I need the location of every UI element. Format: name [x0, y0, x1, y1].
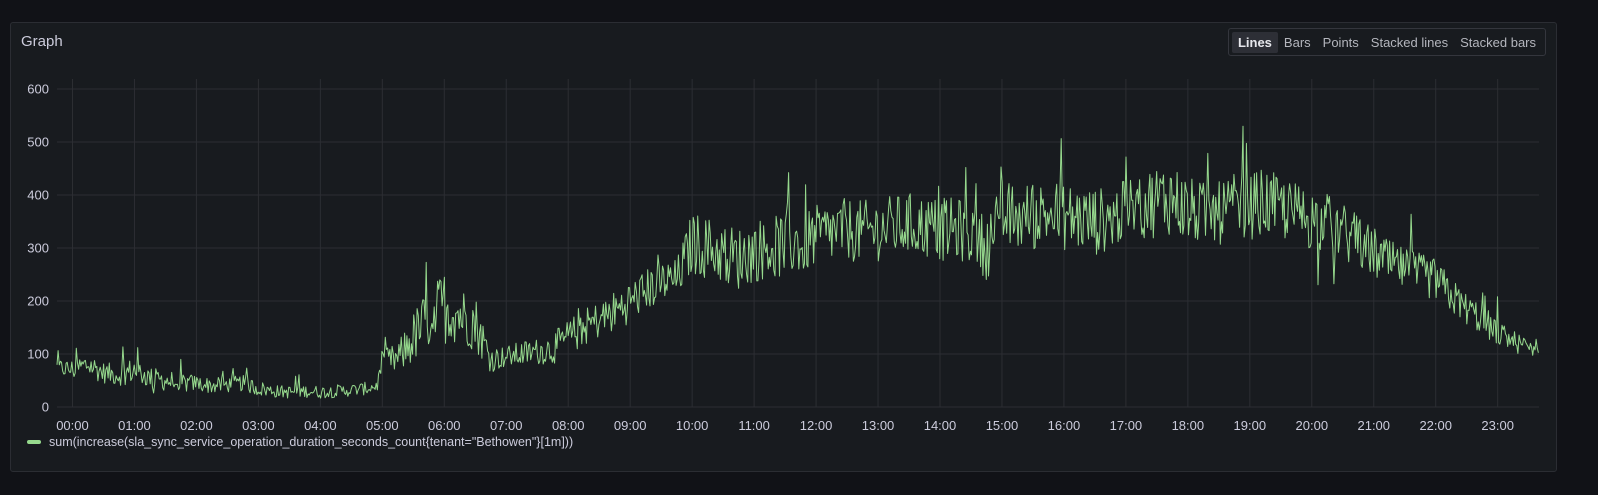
graph-panel: Graph Lines Bars Points Stacked lines St…: [10, 22, 1557, 472]
y-tick-label: 600: [27, 82, 49, 97]
mode-bars-button[interactable]: Bars: [1283, 34, 1311, 50]
x-tick-label: 01:00: [118, 418, 151, 433]
x-tick-label: 08:00: [552, 418, 585, 433]
mode-points-button[interactable]: Points: [1322, 34, 1359, 50]
x-tick-label: 11:00: [738, 418, 770, 433]
y-tick-label: 300: [27, 241, 49, 256]
y-tick-label: 0: [42, 400, 49, 415]
x-tick-label: 19:00: [1234, 418, 1267, 433]
x-tick-label: 16:00: [1048, 418, 1081, 433]
x-tick-label: 17:00: [1110, 418, 1143, 433]
x-tick-label: 23:00: [1481, 418, 1514, 433]
legend-series-swatch: [27, 440, 41, 444]
x-tick-label: 05:00: [366, 418, 399, 433]
x-tick-label: 09:00: [614, 418, 647, 433]
x-tick-label: 22:00: [1419, 418, 1452, 433]
x-tick-label: 18:00: [1172, 418, 1205, 433]
x-tick-label: 02:00: [180, 418, 213, 433]
y-tick-label: 200: [27, 294, 49, 309]
x-tick-label: 14:00: [924, 418, 957, 433]
x-tick-label: 03:00: [242, 418, 275, 433]
y-tick-label: 100: [27, 347, 49, 362]
x-tick-label: 00:00: [56, 418, 89, 433]
x-tick-label: 20:00: [1296, 418, 1329, 433]
panel-title: Graph: [21, 33, 63, 50]
mode-lines-button[interactable]: Lines: [1231, 31, 1278, 53]
series-line[interactable]: [56, 125, 1539, 399]
x-tick-label: 12:00: [800, 418, 833, 433]
x-tick-label: 06:00: [428, 418, 461, 433]
x-tick-label: 07:00: [490, 418, 523, 433]
y-tick-label: 400: [27, 188, 49, 203]
mode-stacked-lines-button[interactable]: Stacked lines: [1370, 34, 1449, 50]
y-tick-label: 500: [27, 135, 49, 150]
legend-item[interactable]: sum(increase(sla_sync_service_operation_…: [27, 435, 573, 449]
x-tick-label: 13:00: [862, 418, 895, 433]
x-tick-label: 04:00: [304, 418, 337, 433]
x-tick-label: 10:00: [676, 418, 709, 433]
mode-stacked-bars-button[interactable]: Stacked bars: [1460, 34, 1536, 50]
legend-series-label: sum(increase(sla_sync_service_operation_…: [49, 435, 574, 449]
x-tick-label: 15:00: [986, 418, 1019, 433]
x-tick-label: 21:00: [1357, 418, 1390, 433]
graph-mode-selector: Lines Bars Points Stacked lines Stacked …: [1227, 28, 1546, 56]
line-chart[interactable]: 0 100 200 300 400 500 600 00:00 01:00 02:00 03:00 0…: [11, 23, 1556, 471]
